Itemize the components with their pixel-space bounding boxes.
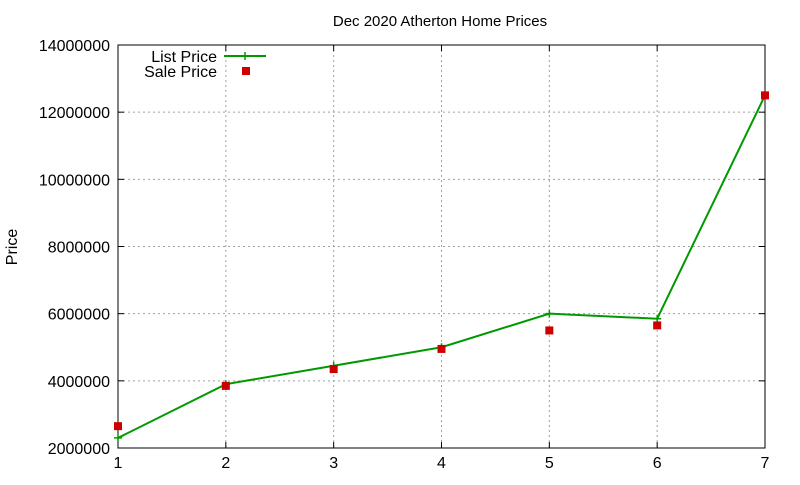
list-price-point bbox=[114, 433, 122, 442]
plot-frame bbox=[117, 44, 766, 449]
x-tick-label: 6 bbox=[653, 455, 662, 472]
list-price-point bbox=[653, 314, 662, 323]
y-tick-label: 14000000 bbox=[39, 38, 110, 55]
legend-swatches bbox=[224, 52, 266, 75]
sale-price-point bbox=[653, 321, 662, 330]
series bbox=[114, 91, 769, 442]
sale-price-point bbox=[437, 344, 446, 353]
grid-lines bbox=[118, 45, 765, 448]
x-tick-label: 4 bbox=[437, 455, 446, 472]
sale-price-point bbox=[761, 91, 769, 100]
legend-label-sale-price: Sale Price bbox=[144, 64, 217, 81]
x-tick-label: 5 bbox=[545, 455, 554, 472]
sale-price-point bbox=[329, 365, 338, 374]
y-tick-label: 6000000 bbox=[48, 307, 110, 324]
legend-label-list-price: List Price bbox=[151, 49, 217, 66]
y-tick-label: 8000000 bbox=[48, 240, 110, 257]
x-tick-label: 7 bbox=[761, 455, 770, 472]
x-tick-label: 2 bbox=[221, 455, 230, 472]
sale-price-point bbox=[114, 422, 122, 431]
x-tick-label: 1 bbox=[114, 455, 123, 472]
sale-price-point bbox=[545, 326, 554, 335]
y-axis-label: Price bbox=[4, 229, 21, 266]
legend-marker-list-price bbox=[241, 52, 249, 60]
legend-swatch-sale-price bbox=[242, 67, 250, 75]
chart-title: Dec 2020 Atherton Home Prices bbox=[333, 13, 547, 30]
y-tick-label: 2000000 bbox=[48, 441, 110, 458]
sale-price-point bbox=[221, 381, 230, 390]
y-tick-label: 12000000 bbox=[39, 105, 110, 122]
legend: List Price Sale Price bbox=[144, 49, 266, 81]
y-tick-label: 10000000 bbox=[39, 172, 110, 189]
axes: 2000000 4000000 6000000 8000000 10000000 1200… bbox=[39, 38, 770, 472]
y-tick-label: 4000000 bbox=[48, 374, 110, 391]
list-price-point bbox=[545, 309, 554, 318]
x-tick-label: 3 bbox=[329, 455, 338, 472]
